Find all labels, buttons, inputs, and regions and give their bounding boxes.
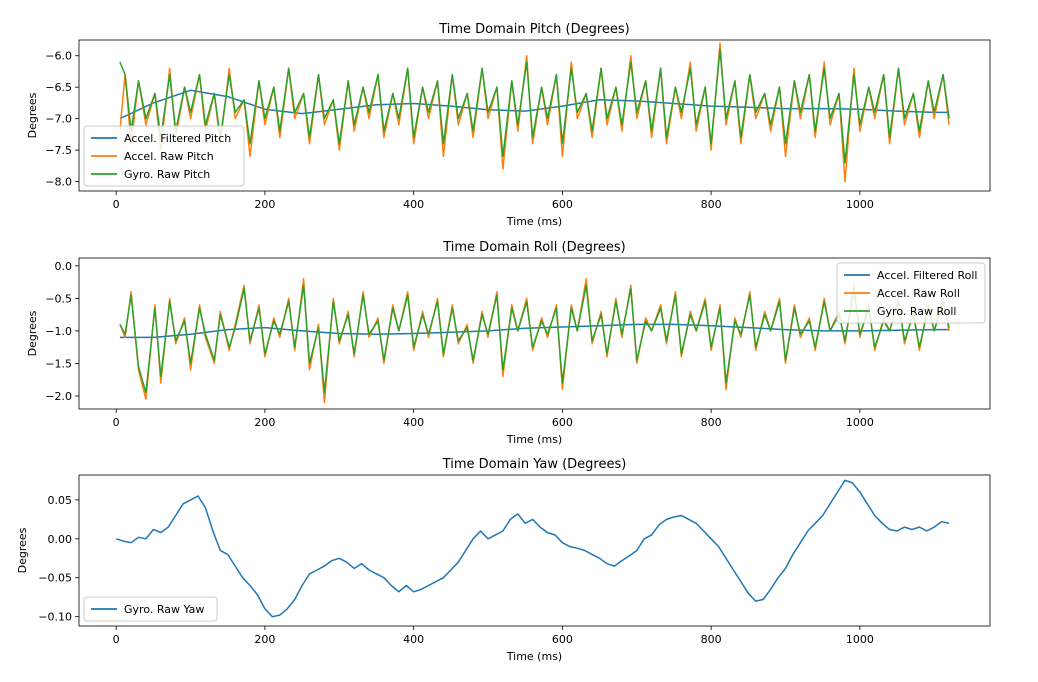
series-group (119, 42, 950, 183)
series-group (115, 479, 950, 618)
y-tick-label: −0.05 (38, 572, 72, 585)
legend-box (83, 125, 245, 187)
series-line-accel-filtered-roll (119, 323, 950, 339)
y-tick-label: −1.0 (45, 325, 72, 338)
chart-title: Time Domain Roll (Degrees) (442, 240, 626, 255)
y-tick-label: 0.00 (48, 533, 73, 546)
x-tick-label: 0 (113, 198, 120, 211)
y-axis-label: Degrees (26, 310, 39, 356)
x-tick-label: 600 (552, 198, 573, 211)
legend-box (836, 262, 986, 324)
x-tick-label: 600 (552, 633, 573, 646)
x-tick-label: 400 (403, 198, 424, 211)
x-tick-label: 0 (113, 633, 120, 646)
y-tick-label: −0.10 (38, 611, 72, 624)
x-tick-label: 200 (254, 416, 275, 429)
legend: Accel. Filtered Pitch Accel. Raw Pitch Gyr… (83, 125, 245, 187)
x-tick-label: 800 (701, 198, 722, 211)
x-tick-label: 0 (113, 416, 120, 429)
y-tick-label: 0.05 (48, 494, 73, 507)
y-tick-label: −1.5 (45, 357, 72, 370)
y-tick-label: −7.5 (45, 144, 72, 157)
series-line-gyro-raw-yaw (115, 479, 950, 618)
x-tick-label: 200 (254, 198, 275, 211)
axes-frame (78, 39, 991, 192)
y-tick-label: −6.5 (45, 81, 72, 94)
x-axis-label: Time (ms) (506, 650, 562, 663)
chart-panel-3: Time Domain Yaw (Degrees) 0 200 400 600 800 10… (16, 457, 991, 663)
series-group (119, 278, 950, 404)
y-tick-label: −7.0 (45, 113, 72, 126)
y-axis-label: Degrees (16, 527, 29, 573)
axes-frame (78, 257, 991, 410)
series-line-gyro-raw-pitch (119, 48, 950, 164)
x-axis-label: Time (ms) (506, 433, 562, 446)
chart-title: Time Domain Yaw (Degrees) (442, 457, 627, 472)
y-axis-label: Degrees (26, 92, 39, 138)
legend-label: Accel. Filtered Pitch (124, 132, 231, 145)
x-tick-label: 200 (254, 633, 275, 646)
legend: Gyro. Raw Yaw (83, 596, 218, 622)
legend-label: Gyro. Raw Roll (877, 305, 956, 318)
x-tick-label: 800 (701, 633, 722, 646)
axes-frame (78, 474, 991, 627)
x-tick-label: 1000 (846, 633, 874, 646)
x-tick-label: 800 (701, 416, 722, 429)
x-tick-label: 600 (552, 416, 573, 429)
x-tick-label: 400 (403, 633, 424, 646)
x-tick-label: 1000 (846, 198, 874, 211)
chart-title: Time Domain Pitch (Degrees) (438, 22, 630, 37)
x-tick-label: 1000 (846, 416, 874, 429)
series-line-gyro-raw-roll (119, 284, 950, 394)
legend-label: Accel. Raw Pitch (124, 150, 214, 163)
chart-panel-2: Time Domain Roll (Degrees) 0 200 400 600 800 1… (26, 240, 991, 446)
legend-label: Gyro. Raw Yaw (124, 603, 204, 616)
legend-label: Gyro. Raw Pitch (124, 168, 210, 181)
legend-box (83, 596, 218, 622)
y-tick-label: −2.0 (45, 390, 72, 403)
y-tick-label: −0.5 (45, 292, 72, 305)
y-tick-label: −6.0 (45, 50, 72, 63)
legend-label: Accel. Filtered Roll (877, 269, 977, 282)
x-axis-label: Time (ms) (506, 215, 562, 228)
legend-label: Accel. Raw Roll (877, 287, 960, 300)
legend: Accel. Filtered Roll Accel. Raw Roll Gyro.… (836, 262, 986, 324)
x-tick-label: 400 (403, 416, 424, 429)
y-tick-label: 0.0 (55, 260, 73, 273)
chart-panel-1: Time Domain Pitch (Degrees) 0 200 400 600 800… (26, 22, 991, 228)
y-tick-label: −8.0 (45, 176, 72, 189)
